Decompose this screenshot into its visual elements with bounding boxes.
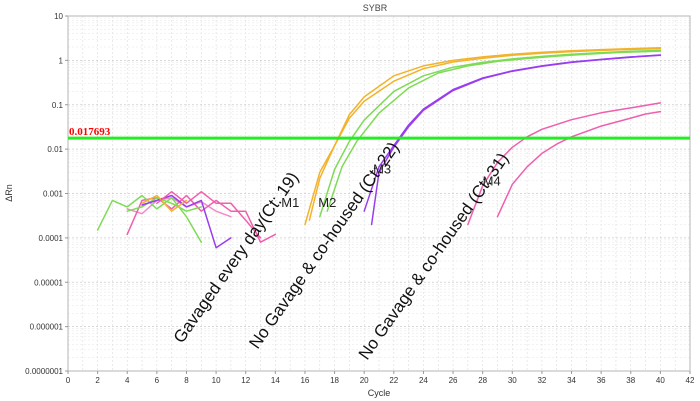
x-tick-label: 6 bbox=[155, 376, 160, 385]
curve-label: M2 bbox=[318, 195, 336, 210]
x-tick-label: 14 bbox=[271, 376, 280, 385]
amplification-curve bbox=[141, 194, 232, 249]
x-tick-label: 36 bbox=[597, 376, 606, 385]
x-axis: 0 2 4 6 8 10 12 14 16 18 20 22 24 26 28 30 32 34 36 38 40 42 bbox=[66, 371, 695, 385]
x-tick-label: 24 bbox=[419, 376, 428, 385]
x-tick-label: 18 bbox=[330, 376, 339, 385]
y-axis: 0.0000001 0.000001 0.00001 0.0001 0.001 0.01 0… bbox=[25, 12, 68, 376]
x-tick-label: 16 bbox=[300, 376, 309, 385]
series-group bbox=[96, 47, 662, 249]
x-tick-label: 38 bbox=[626, 376, 635, 385]
x-tick-label: 2 bbox=[95, 376, 100, 385]
amplification-curve bbox=[156, 190, 262, 239]
y-tick-label: 0.000001 bbox=[30, 323, 64, 332]
amplification-curve bbox=[326, 50, 662, 212]
x-tick-label: 8 bbox=[184, 376, 189, 385]
x-tick-label: 26 bbox=[449, 376, 458, 385]
y-tick-label: 0.01 bbox=[47, 145, 63, 154]
grid bbox=[68, 15, 690, 371]
curve-label: M4 bbox=[483, 174, 501, 189]
y-tick-label: 0.001 bbox=[43, 190, 64, 199]
y-tick-label: 0.0000001 bbox=[25, 367, 63, 376]
x-tick-label: 34 bbox=[567, 376, 576, 385]
amplification-curve bbox=[308, 47, 662, 221]
x-tick-label: 10 bbox=[212, 376, 221, 385]
x-tick-label: 20 bbox=[360, 376, 369, 385]
x-tick-label: 30 bbox=[508, 376, 517, 385]
x-tick-label: 12 bbox=[241, 376, 250, 385]
amplification-curve bbox=[141, 194, 188, 212]
amplification-curve bbox=[370, 54, 662, 226]
chart-title: SYBR bbox=[363, 3, 388, 13]
x-tick-label: 32 bbox=[537, 376, 546, 385]
y-tick-label: 0.0001 bbox=[39, 234, 64, 243]
y-tick-label: 0.1 bbox=[52, 101, 64, 110]
x-tick-label: 0 bbox=[66, 376, 71, 385]
amplification-curve bbox=[467, 102, 662, 226]
curve-label: M3 bbox=[373, 162, 391, 177]
amplification-curve bbox=[496, 110, 662, 218]
x-tick-label: 40 bbox=[656, 376, 665, 385]
y-tick-label: 0.00001 bbox=[34, 278, 63, 287]
curve-label: M1 bbox=[281, 195, 299, 210]
x-axis-title: Cycle bbox=[368, 388, 391, 398]
x-tick-label: 42 bbox=[686, 376, 695, 385]
x-tick-label: 28 bbox=[478, 376, 487, 385]
y-tick-label: 10 bbox=[54, 12, 63, 21]
x-tick-label: 22 bbox=[389, 376, 398, 385]
y-tick-label: 1 bbox=[59, 56, 64, 65]
amplification-curve bbox=[126, 197, 203, 212]
threshold-label: 0.017693 bbox=[69, 126, 111, 138]
x-tick-label: 4 bbox=[125, 376, 130, 385]
y-axis-title: ΔRn bbox=[4, 184, 14, 202]
